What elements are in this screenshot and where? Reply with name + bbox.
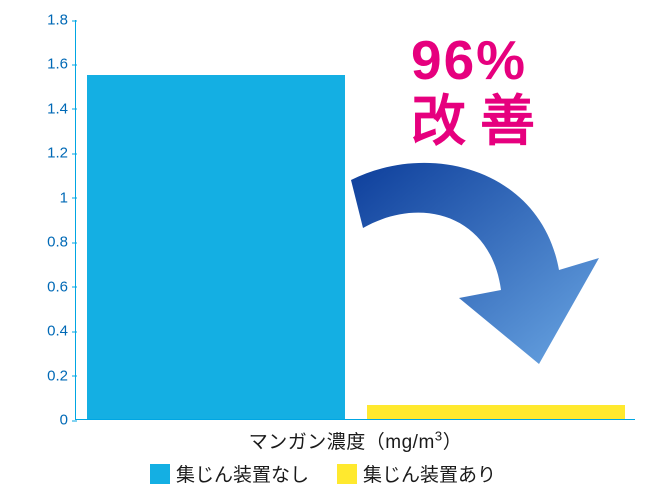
- y-tick: 0.6: [47, 278, 76, 295]
- legend-swatch: [150, 464, 170, 484]
- legend-item: 集じん装置あり: [337, 460, 496, 487]
- callout-text: 96% 改善: [411, 30, 549, 151]
- bar-without-collector: [87, 75, 345, 419]
- improvement-arrow: [341, 150, 601, 395]
- x-axis-label: マンガン濃度（mg/m3）: [249, 419, 462, 454]
- y-tick: 1.8: [47, 12, 76, 29]
- y-tick: 1: [60, 189, 76, 206]
- y-tick: 0: [60, 412, 76, 429]
- legend-label: 集じん装置なし: [176, 460, 309, 487]
- chart-container: マンガン濃度（mg/m3） 96% 改善 0 0.2 0.4 0.6 0.8 1 1.2 1.…: [0, 0, 660, 500]
- callout-line1: 96%: [411, 30, 549, 91]
- y-tick: 0.2: [47, 367, 76, 384]
- y-tick: 0.4: [47, 323, 76, 340]
- y-tick: 0.8: [47, 234, 76, 251]
- y-tick: 1.2: [47, 145, 76, 162]
- legend: 集じん装置なし 集じん装置あり: [150, 460, 496, 487]
- legend-label: 集じん装置あり: [363, 460, 496, 487]
- y-tick: 1.4: [47, 100, 76, 117]
- plot-area: マンガン濃度（mg/m3） 96% 改善 00.20.40.60.811.21.…: [75, 20, 635, 420]
- callout-line2: 改善: [411, 91, 549, 152]
- legend-item: 集じん装置なし: [150, 460, 309, 487]
- bar-with-collector: [367, 405, 625, 419]
- legend-swatch: [337, 464, 357, 484]
- y-tick: 1.6: [47, 56, 76, 73]
